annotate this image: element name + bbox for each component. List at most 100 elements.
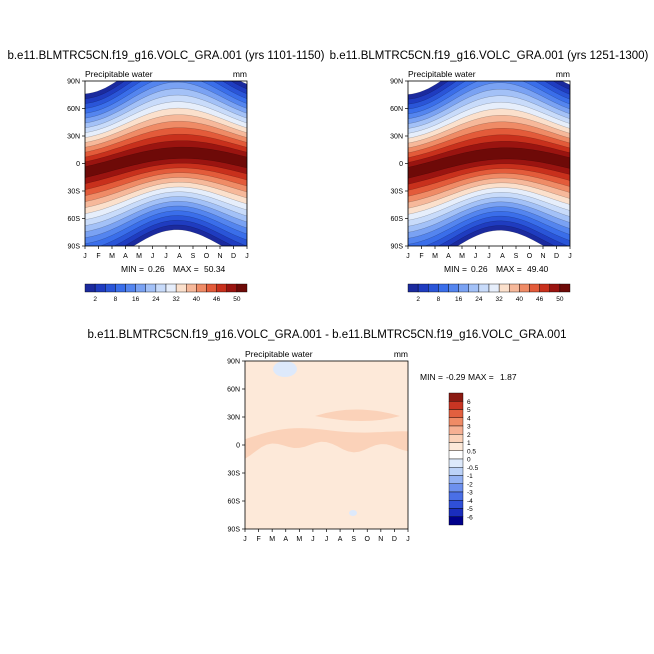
- colorbar-label: -6: [467, 514, 473, 521]
- x-tick-label: J: [243, 536, 247, 543]
- colorbar-swatch: [448, 392, 464, 402]
- colorbar-label: 0: [467, 457, 471, 464]
- x-tick-label: M: [296, 536, 302, 543]
- panel-1-field: [85, 81, 247, 246]
- diff-negative-spot: [273, 361, 297, 377]
- x-tick-label: J: [487, 253, 491, 260]
- colorbar-swatch: [186, 283, 197, 293]
- panel-2-y-axis: 90N 60N 30N 0 30S 60S 90S: [390, 79, 408, 251]
- panel-2-colorbar: 2 8 16 24 32 40 46 50: [407, 283, 571, 303]
- colorbar-swatch: [438, 283, 449, 293]
- panel-1-y-axis: 90N 60N 30N 0 30S 60S 90S: [67, 79, 85, 251]
- x-tick-label: J: [151, 253, 155, 260]
- panel-1-max-value: 50.34: [204, 264, 226, 274]
- panel-3-units: mm: [394, 349, 408, 359]
- colorbar-swatch: [84, 283, 96, 293]
- colorbar-swatch: [448, 425, 464, 435]
- colorbar-label: 0.5: [467, 448, 476, 455]
- x-tick-label: N: [217, 253, 222, 260]
- colorbar-swatch: [226, 283, 238, 293]
- colorbar-label: 1: [467, 440, 471, 447]
- colorbar-label: 50: [556, 296, 564, 303]
- y-tick-label: 60S: [68, 216, 81, 223]
- panel-2: b.e11.BLMTRC5CN.f19_g16.VOLC_GRA.001 (yr…: [330, 50, 649, 303]
- colorbar-swatch: [206, 283, 217, 293]
- y-tick-label: 30S: [68, 189, 81, 196]
- x-tick-label: J: [311, 536, 315, 543]
- x-tick-label: N: [540, 253, 545, 260]
- diff-background: [245, 361, 408, 529]
- colorbar-swatch: [428, 283, 439, 293]
- panel-3-y-axis: 90N 60N 30N 0 30S 60S 90S: [227, 359, 245, 534]
- y-tick-label: 0: [399, 161, 403, 168]
- panel-2-title: b.e11.BLMTRC5CN.f19_g16.VOLC_GRA.001 (yr…: [330, 50, 649, 62]
- y-tick-label: 60N: [390, 106, 403, 113]
- colorbar-swatch: [448, 283, 459, 293]
- colorbar-swatch: [155, 283, 167, 293]
- x-tick-label: S: [191, 253, 196, 260]
- y-tick-label: 90N: [390, 79, 403, 86]
- x-tick-label: J: [406, 253, 410, 260]
- x-tick-label: F: [96, 253, 100, 260]
- colorbar-swatch: [407, 283, 419, 293]
- colorbar-label: 32: [496, 296, 504, 303]
- diff-positive-patch: [315, 409, 400, 421]
- colorbar-label: 8: [437, 296, 441, 303]
- colorbar-swatch: [448, 475, 464, 484]
- colorbar-swatch: [165, 283, 177, 293]
- panel-1-min-label: MIN =: [121, 264, 144, 274]
- panel-1-title: b.e11.BLMTRC5CN.f19_g16.VOLC_GRA.001 (yr…: [7, 50, 324, 62]
- x-tick-label: M: [459, 253, 465, 260]
- panel-3-min-value: -0.29: [446, 372, 466, 382]
- panel-1-colorbar: 2 8 16 24 32 40 46 50: [84, 283, 248, 303]
- y-tick-label: 30N: [67, 134, 80, 141]
- colorbar-label: -2: [467, 481, 473, 488]
- colorbar-swatch: [448, 483, 464, 493]
- x-tick-label: A: [283, 536, 288, 543]
- colorbar-label: 16: [455, 296, 463, 303]
- colorbar-swatch: [135, 283, 146, 293]
- x-tick-label: S: [514, 253, 519, 260]
- colorbar-label: 2: [93, 296, 97, 303]
- x-tick-label: J: [406, 536, 410, 543]
- colorbar-swatch: [125, 283, 136, 293]
- x-tick-label: J: [325, 536, 329, 543]
- colorbar-label: 2: [416, 296, 420, 303]
- x-tick-label: A: [500, 253, 505, 260]
- panel-3-shading: [245, 361, 408, 529]
- x-tick-label: S: [351, 536, 356, 543]
- diff-positive-region: [245, 428, 408, 459]
- x-tick-label: J: [245, 253, 249, 260]
- y-tick-label: 60S: [391, 216, 404, 223]
- panel-2-max-value: 49.40: [527, 264, 549, 274]
- colorbar-swatch: [448, 442, 464, 451]
- colorbar-swatch: [448, 450, 464, 460]
- x-tick-label: J: [568, 253, 572, 260]
- colorbar-label: 24: [152, 296, 160, 303]
- colorbar-label: 6: [467, 399, 471, 406]
- diff-negative-spot: [349, 510, 357, 516]
- colorbar-swatch: [448, 467, 464, 476]
- panel-3-max-label: MAX =: [468, 372, 494, 382]
- colorbar-swatch: [175, 283, 187, 293]
- colorbar-swatch: [417, 283, 429, 293]
- colorbar-label: 2: [467, 432, 471, 439]
- y-tick-label: 60N: [67, 106, 80, 113]
- colorbar-label: 40: [516, 296, 524, 303]
- colorbar-label: -0.5: [467, 465, 479, 472]
- panel-1-min-value: 0.26: [148, 264, 165, 274]
- colorbar-swatch: [448, 417, 464, 427]
- x-tick-label: D: [392, 536, 397, 543]
- colorbar-swatch: [529, 283, 540, 293]
- colorbar-swatch: [549, 283, 561, 293]
- y-tick-label: 90S: [68, 244, 81, 251]
- panel-3-field: [245, 361, 408, 529]
- colorbar-swatch: [115, 283, 126, 293]
- x-tick-label: D: [231, 253, 236, 260]
- y-tick-label: 30N: [227, 415, 240, 422]
- x-tick-label: D: [554, 253, 559, 260]
